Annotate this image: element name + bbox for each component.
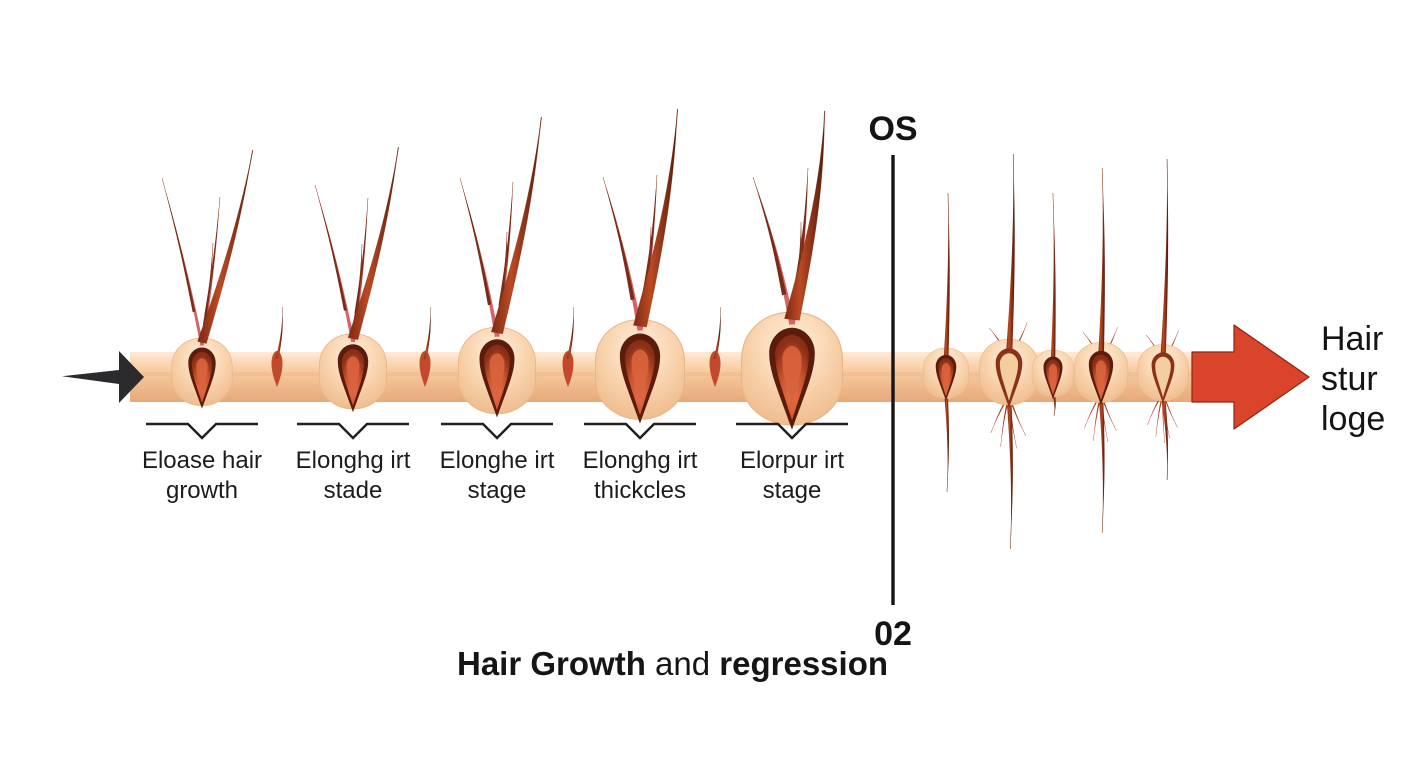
svg-text:stade: stade	[324, 477, 383, 504]
svg-text:Elorpur irt: Elorpur irt	[740, 447, 844, 474]
svg-text:growth: growth	[166, 477, 238, 504]
svg-text:Elonghg irt: Elonghg irt	[583, 447, 698, 474]
svg-text:OS: OS	[868, 110, 917, 148]
svg-text:stur: stur	[1321, 360, 1378, 398]
svg-text:Hair: Hair	[1321, 320, 1383, 358]
svg-text:loge: loge	[1321, 400, 1385, 438]
svg-text:Eloase hair: Eloase hair	[142, 447, 262, 474]
svg-text:stage: stage	[468, 477, 527, 504]
svg-text:thickcles: thickcles	[594, 477, 686, 504]
svg-text:Elonghg irt: Elonghg irt	[296, 447, 411, 474]
svg-text:stage: stage	[763, 477, 822, 504]
svg-text:Hair Growth and regression: Hair Growth and regression	[457, 645, 888, 682]
svg-text:Elonghe irt: Elonghe irt	[440, 447, 555, 474]
